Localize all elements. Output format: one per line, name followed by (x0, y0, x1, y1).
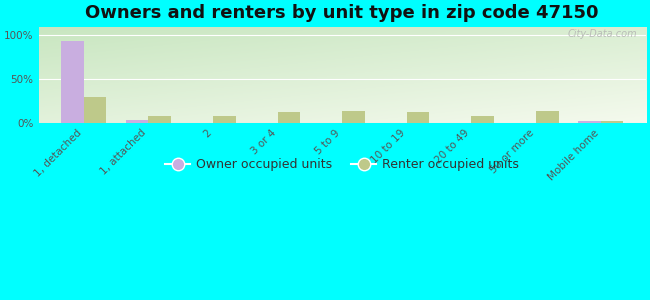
Bar (407, 112, 430, 123)
Title: Owners and renters by unit type in zip code 47150: Owners and renters by unit type in zip c… (85, 4, 599, 22)
Bar (342, 111, 365, 123)
Bar (471, 116, 494, 123)
Bar (84, 97, 107, 123)
Bar (278, 112, 300, 123)
Bar (148, 116, 171, 123)
Bar (125, 120, 148, 123)
Bar (601, 121, 623, 123)
Bar (213, 116, 235, 123)
Bar (536, 111, 558, 123)
Text: City-Data.com: City-Data.com (567, 29, 637, 39)
Bar (578, 121, 601, 123)
Bar (61, 41, 84, 123)
Legend: Owner occupied units, Renter occupied units: Owner occupied units, Renter occupied un… (160, 153, 525, 176)
